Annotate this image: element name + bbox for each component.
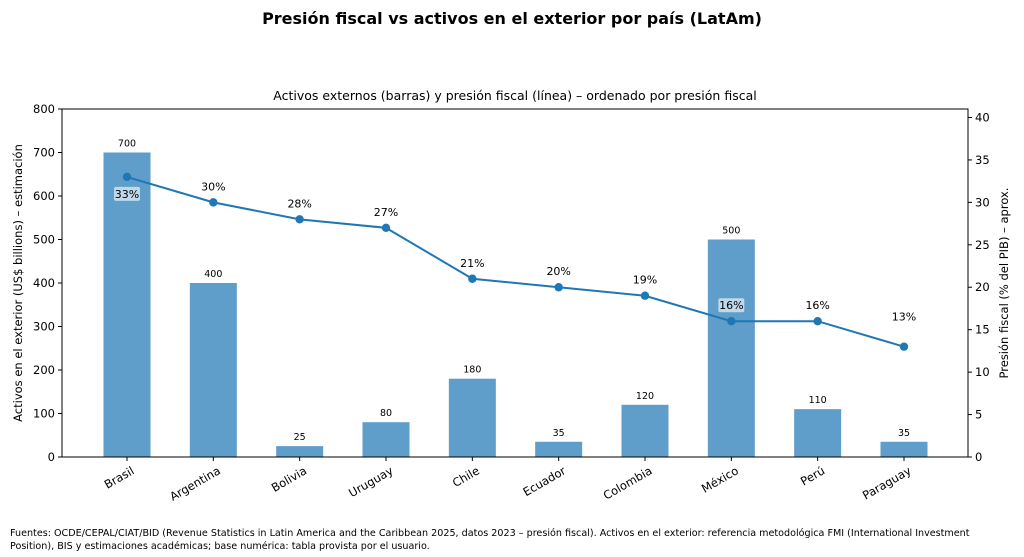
line-point [554,283,563,292]
bar [448,378,496,457]
x-tick-label: Argentina [167,463,223,503]
x-tick-label: Colombia [601,463,655,502]
line-point [468,274,477,283]
y-axis-left-label: Activos en el exterior (US$ billions) – … [11,144,25,422]
point-value-label: 13% [892,311,916,324]
bar-value-label: 35 [553,428,565,439]
y-right-tick-label: 10 [975,365,990,379]
source-footnote: Fuentes: OCDE/CEPAL/CIAT/BID (Revenue St… [10,528,1010,553]
y-right-tick-label: 5 [975,408,982,422]
point-value-label: 19% [633,274,657,287]
bar-value-label: 35 [898,428,910,439]
y-axis-right-label: Presión fiscal (% del PIB) – aprox. [997,188,1011,379]
bar [794,409,842,457]
bar-value-label: 400 [204,269,222,280]
y-axis-left: 0 100 200 300 400 500 600 700 800 [33,102,62,464]
x-tick-label: Bolivia [269,463,309,494]
y-tick-label: 0 [48,450,55,464]
x-tick-label: Paraguay [860,463,914,502]
line-point [381,223,391,233]
point-value-label: 16% [719,299,743,312]
bar [362,422,410,457]
point-value-label: 30% [201,180,225,193]
x-tick-label: Uruguay [346,463,395,500]
line-point [122,172,132,182]
line-layer: 33% 30% 28% 27% 21% 20% 19% 16% 16% 13% [114,172,916,351]
line-point [727,316,736,326]
line-point [640,291,650,300]
x-tick-label: Perú [798,463,827,488]
bar-value-label: 500 [722,226,740,237]
y-tick-label: 800 [33,102,55,116]
y-right-tick-label: 40 [975,110,990,124]
bar-value-label: 120 [636,391,654,402]
point-label-box [718,298,745,313]
bar-value-label: 180 [463,365,481,376]
x-tick-label: Brasil [102,463,137,491]
bars-layer: 700 400 25 80 180 35 120 500 110 35 [103,139,928,457]
y-right-tick-label: 20 [975,280,990,294]
y-tick-label: 100 [33,407,55,421]
y-right-tick-label: 25 [975,238,990,252]
y-tick-label: 200 [33,363,55,377]
y-axis-right: 0 5 10 15 20 25 30 35 40 [968,110,990,464]
line-point [899,342,909,351]
y-tick-label: 700 [33,146,55,160]
point-label-box [114,186,140,201]
y-right-tick-label: 0 [975,450,982,464]
point-value-label: 33% [115,188,139,201]
point-value-label: 27% [374,206,398,219]
bar-value-label: 110 [809,395,827,406]
footnote-line-2: Position), BIS y estimaciones académicas… [10,540,430,552]
bar [276,446,324,457]
bar [189,283,237,457]
x-axis: Brasil Argentina Bolivia Uruguay Chile Ecuado… [102,457,914,504]
y-tick-label: 500 [33,233,55,247]
y-right-tick-label: 35 [975,153,990,167]
bar-value-label: 80 [380,408,392,419]
bar [707,239,755,457]
point-value-label: 20% [546,265,570,278]
y-tick-label: 600 [33,189,55,203]
bar-value-label: 25 [294,432,306,443]
x-tick-label: Ecuador [520,463,568,499]
bar [621,404,669,457]
bar-value-label: 700 [118,139,136,150]
chart-subtitle: Activos externos (barras) y presión fisc… [273,88,756,103]
point-value-label: 28% [287,197,311,210]
line-point [295,215,304,224]
point-value-label: 21% [460,257,484,270]
chart-title: Presión fiscal vs activos en el exterior… [262,9,762,28]
y-right-tick-label: 30 [975,195,990,209]
y-tick-label: 300 [33,320,55,334]
bar [103,152,151,457]
y-right-tick-label: 15 [975,323,990,337]
y-tick-label: 400 [33,276,55,290]
footnote-line-1: Fuentes: OCDE/CEPAL/CIAT/BID (Revenue St… [10,528,970,539]
point-value-label: 16% [805,299,829,312]
bar [880,441,928,457]
line-point [813,316,822,326]
x-tick-label: Chile [450,463,482,490]
x-tick-label: México [699,463,741,495]
bar [535,441,583,457]
line-point [209,198,218,207]
line-series [126,175,905,348]
